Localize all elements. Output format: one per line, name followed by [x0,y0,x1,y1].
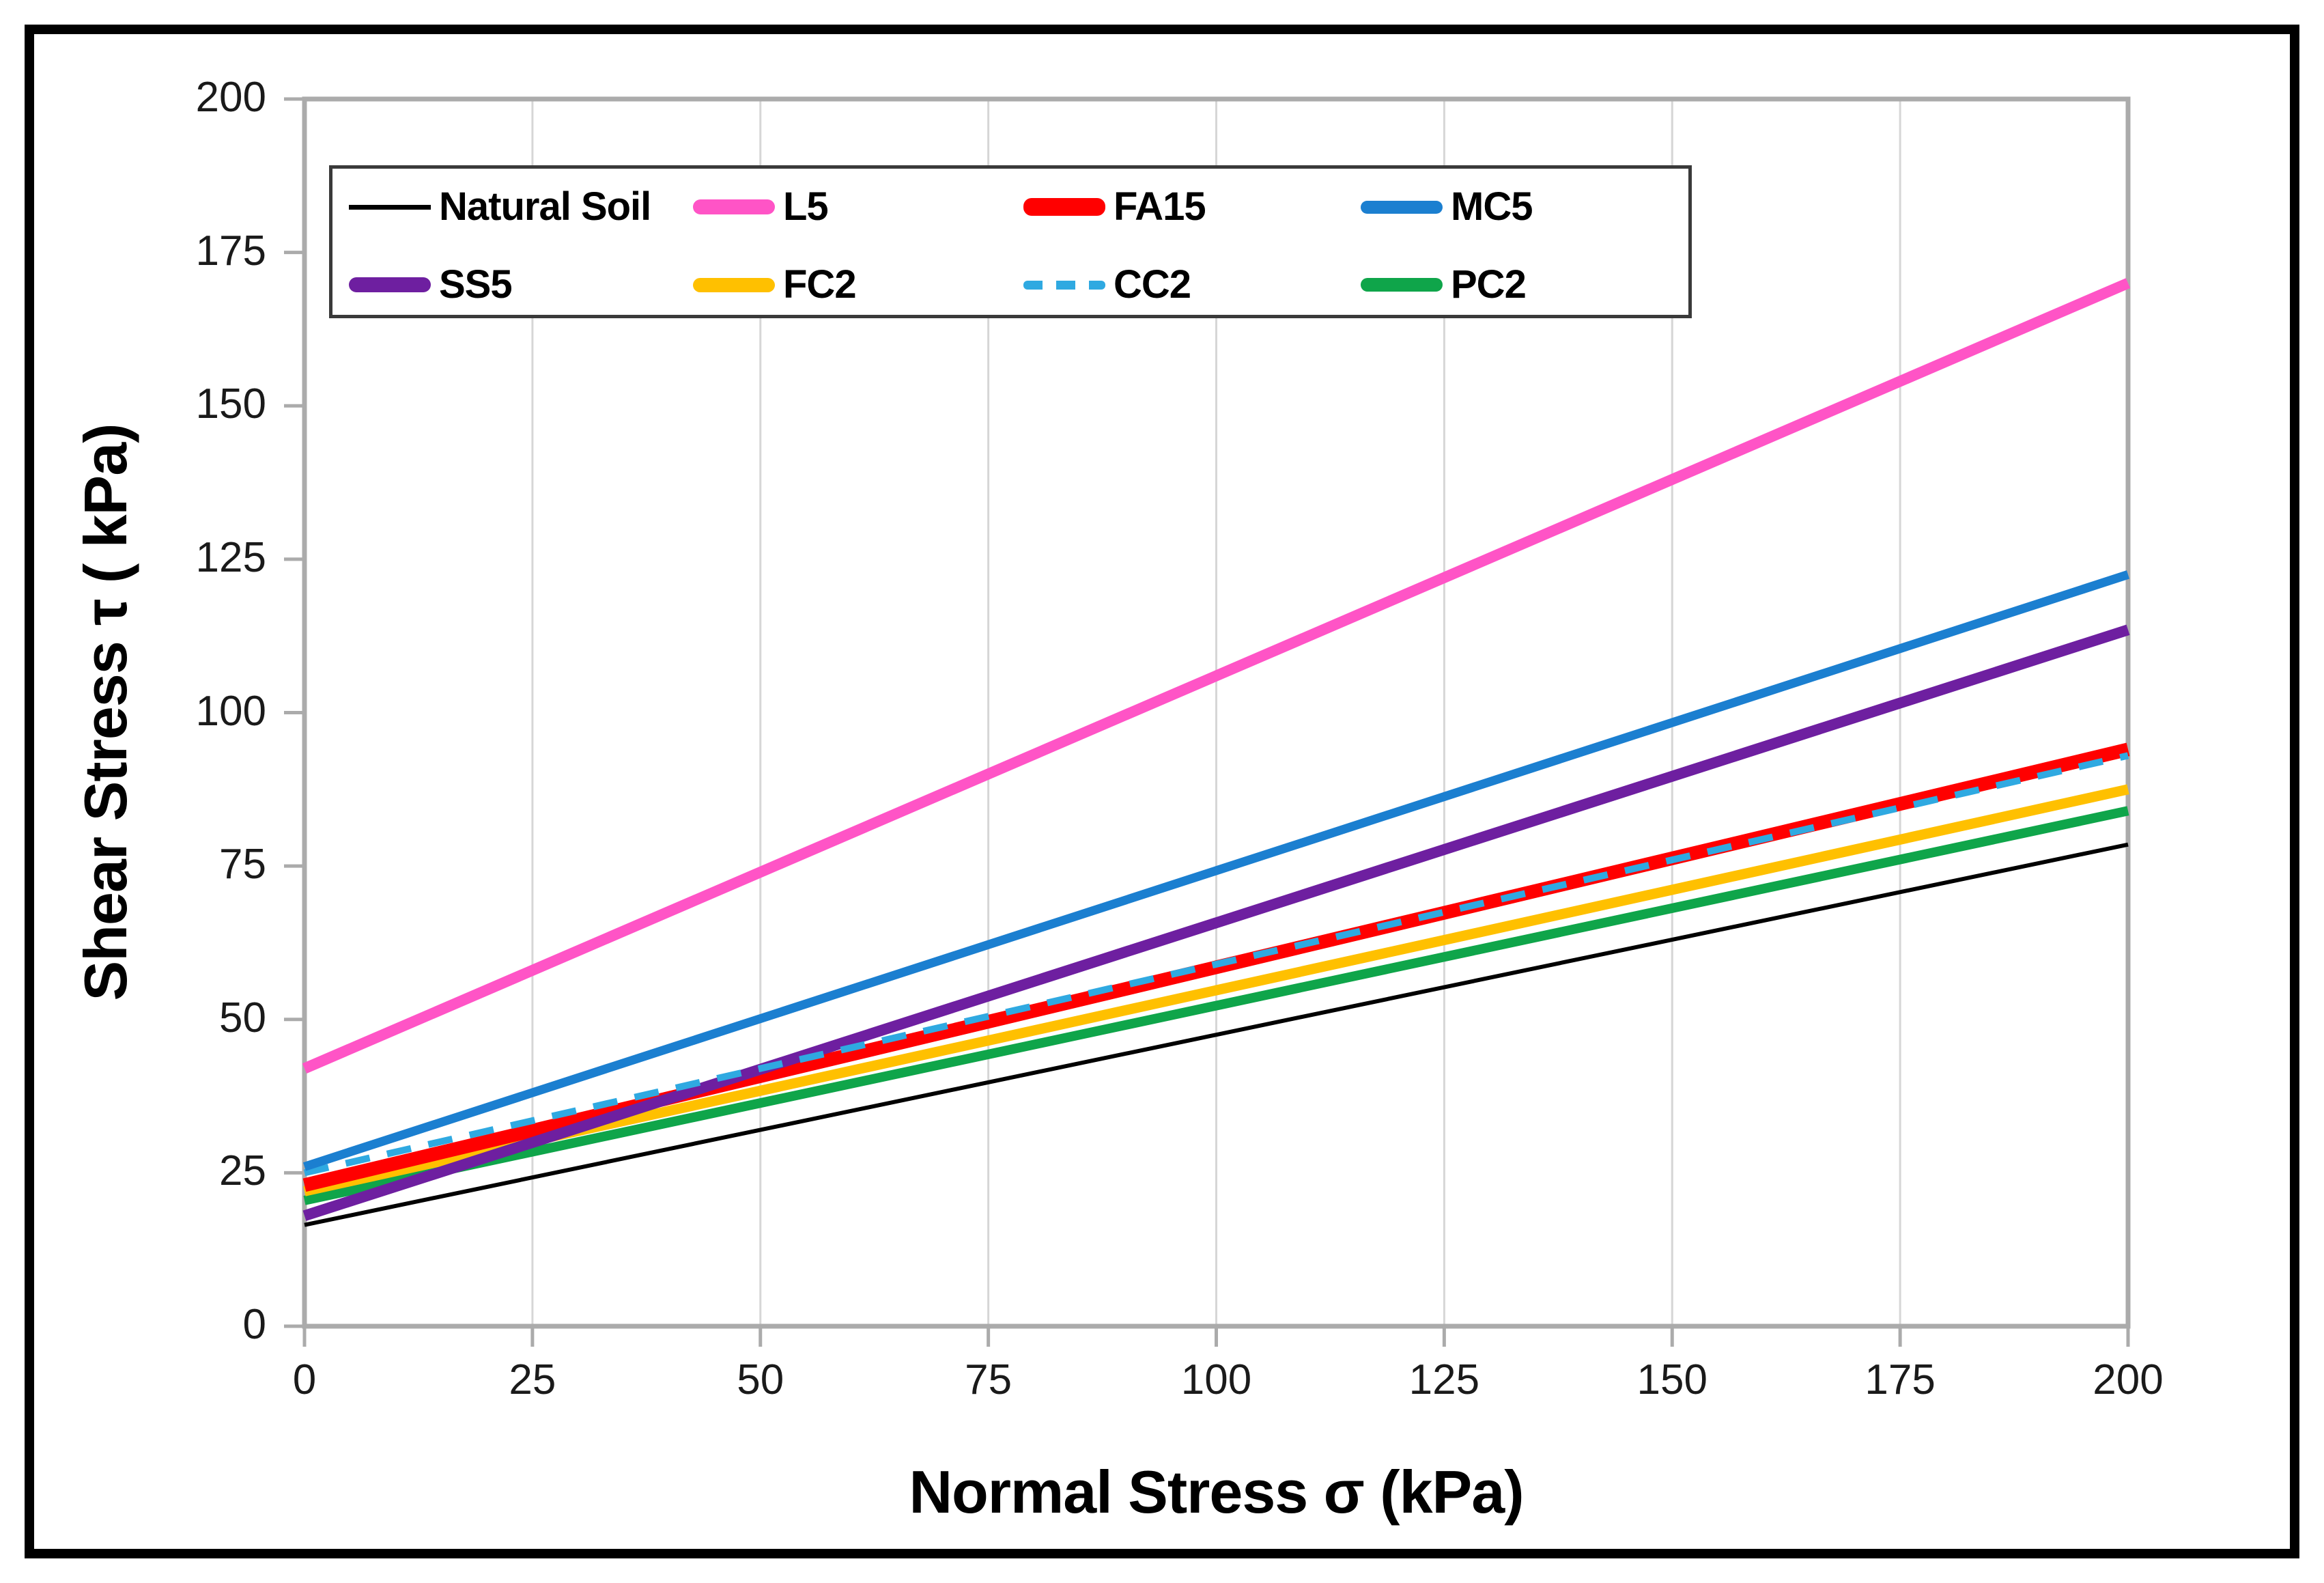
x-tick-label-200: 200 [2093,1356,2164,1403]
x-tick-label-50: 50 [737,1356,784,1403]
legend-label: FA15 [1114,184,1206,229]
axis-ticks [284,97,2130,1347]
x-tick-label-125: 125 [1408,1356,1480,1403]
legend-key-line-mc5 [1361,200,1443,214]
y-tick-label-175: 175 [195,227,266,275]
legend-key-line-ss5 [349,277,431,292]
series-line-ss5 [302,624,2130,1221]
outer-border [25,25,2299,1558]
legend-key-line-cc2 [1023,280,1105,290]
y-tick-label-100: 100 [195,687,266,735]
series-line-pc2 [303,806,2129,1205]
legend-key-line-pc2 [1361,278,1443,292]
x-axis-title: Normal Stress σ (kPa) [909,1458,1525,1526]
y-tick-label-25: 25 [219,1147,266,1195]
y-tick-label-125: 125 [195,533,266,581]
y-tick-label-200: 200 [195,74,266,121]
x-tick-label-75: 75 [965,1356,1012,1403]
series-line-cc2 [303,752,2129,1177]
legend-label: MC5 [1451,184,1533,229]
legend-key-line-l5 [693,199,775,214]
legend-key-line-natural-soil [349,204,431,210]
y-tick-label-50: 50 [219,994,266,1041]
y-tick-label-150: 150 [195,380,266,428]
x-tick-label-175: 175 [1865,1356,1936,1403]
x-tick-label-100: 100 [1180,1356,1252,1403]
x-tick-label-25: 25 [509,1356,556,1403]
y-tick-label-75: 75 [219,841,266,888]
legend-label: PC2 [1451,262,1527,307]
y-tick-label-0: 0 [242,1301,266,1348]
y-axis-title: Shear Stress τ ( kPa) [72,423,139,1001]
legend-label: FC2 [783,262,857,307]
legend-box: Natural Soil L5 FA15 MC5 SS5 FC2 CC2 PC2 [329,165,1692,318]
legend-key-line-fc2 [693,277,775,292]
series-line-mc5 [302,570,2130,1171]
legend-label: CC2 [1114,262,1191,307]
series-lines [302,278,2131,1227]
legend-label: Natural Soil [439,184,651,229]
x-tick-label-150: 150 [1636,1356,1707,1403]
x-tick-label-0: 0 [292,1356,317,1403]
legend-key-line-fa15 [1023,198,1105,216]
series-line-fc2 [303,784,2129,1196]
legend-label: L5 [783,184,829,229]
series-line-l5 [302,278,2131,1074]
legend-label: SS5 [439,262,513,307]
series-line-natural-soil [304,842,2129,1227]
